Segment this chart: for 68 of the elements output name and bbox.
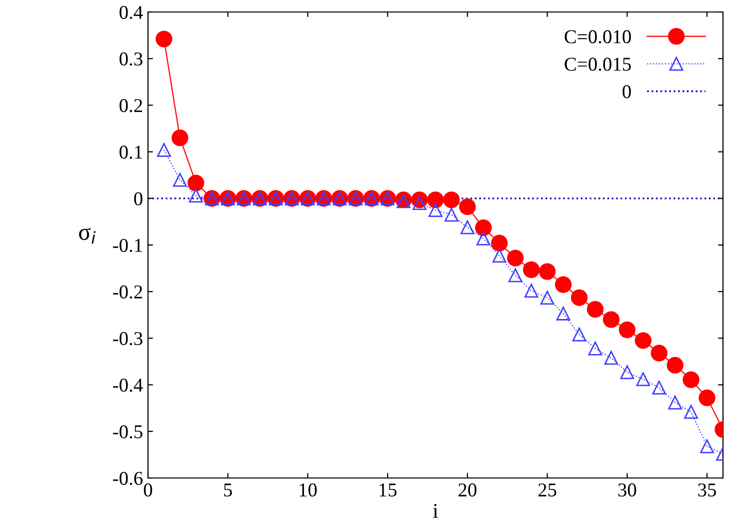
- point: [636, 372, 650, 386]
- point: [188, 188, 203, 203]
- point: [666, 356, 684, 374]
- y-tick-label: 0: [134, 192, 142, 206]
- x-tick-label: 30: [618, 483, 636, 497]
- point: [443, 191, 460, 208]
- point: [173, 172, 187, 187]
- point: [634, 332, 652, 349]
- point: [491, 234, 508, 252]
- point: [572, 328, 586, 342]
- point: [684, 404, 698, 419]
- y-tick-label: 0.4: [120, 6, 143, 20]
- point: [156, 30, 172, 48]
- y-tick-label: -0.5: [113, 425, 142, 438]
- y-tick-label: -0.3: [113, 332, 142, 346]
- y-tick-label: 0.1: [120, 146, 142, 159]
- point: [652, 380, 666, 395]
- x-tick-label: 0: [144, 483, 152, 497]
- point: [620, 365, 634, 380]
- point: [157, 142, 171, 157]
- y-axis-title: σ$_{i}$: [79, 228, 96, 244]
- legend-label: 0: [622, 85, 631, 98]
- point: [460, 220, 474, 234]
- point: [618, 321, 636, 338]
- point: [524, 284, 538, 298]
- y-tick-label: -0.2: [113, 285, 142, 299]
- point: [540, 290, 554, 305]
- point: [428, 203, 442, 217]
- point: [523, 261, 540, 278]
- y-tick-label: -0.6: [113, 472, 143, 486]
- point: [602, 311, 620, 328]
- point: [476, 232, 490, 246]
- x-axis-title: i: [433, 504, 438, 518]
- point: [507, 250, 524, 266]
- point: [588, 342, 602, 356]
- point: [556, 306, 570, 320]
- y-tick-label: 0.2: [120, 99, 142, 112]
- point: [698, 390, 716, 406]
- x-tick-label: 20: [458, 483, 476, 497]
- point: [475, 219, 492, 236]
- point: [188, 174, 204, 192]
- point: [538, 263, 556, 280]
- point: [412, 196, 426, 210]
- point: [492, 248, 506, 263]
- x-tick-label: 35: [698, 483, 716, 497]
- point: [586, 300, 604, 318]
- x-tick-label: 15: [380, 484, 397, 497]
- point: [570, 289, 588, 306]
- point: [682, 371, 700, 388]
- y-tick-label: -0.1: [113, 238, 142, 252]
- point: [172, 129, 188, 146]
- legend-label: C=0.015: [564, 58, 631, 71]
- x-tick-label: 25: [538, 483, 556, 497]
- point: [700, 439, 714, 454]
- x-tick-label: 5: [224, 484, 232, 497]
- point: [554, 276, 572, 293]
- point: [650, 344, 668, 362]
- point: [427, 191, 444, 208]
- point: [508, 268, 522, 282]
- point: [668, 396, 682, 410]
- legend-label: C=0.010: [564, 30, 631, 44]
- x-tick-label: 10: [300, 483, 317, 497]
- point: [396, 194, 410, 208]
- y-tick-label: 0.3: [120, 52, 142, 66]
- point: [444, 208, 458, 222]
- point: [604, 350, 618, 365]
- point: [459, 198, 476, 216]
- y-tick-label: -0.4: [113, 378, 143, 392]
